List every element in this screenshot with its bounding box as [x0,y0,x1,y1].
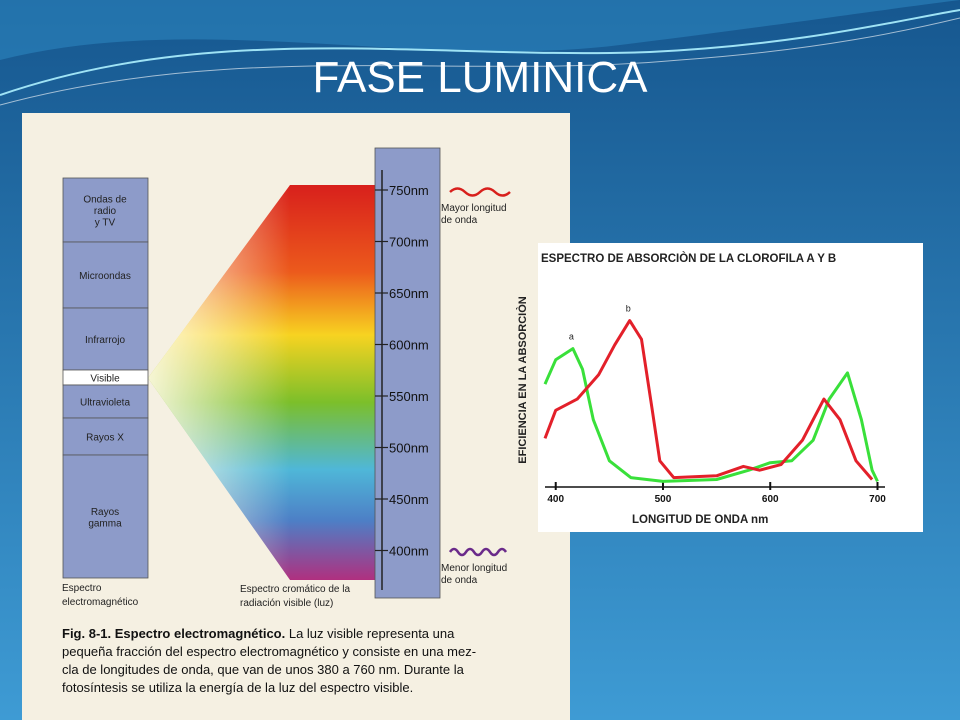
em-band [62,177,149,243]
caption-line: La luz visible representa una [285,626,455,641]
x-tick-label: 600 [762,494,779,505]
em-band-label: Microondas [79,271,131,282]
nm-label: 550nm [389,389,429,404]
y-axis-label: EFICIENCIA EN LA ABSORCIÒN [516,296,529,464]
nm-label: 600nm [389,338,429,353]
long-wave-icon [449,187,511,197]
visible-caption: Espectro cromático de la [240,584,350,595]
em-band [62,241,149,309]
em-band [62,307,149,371]
em-caption: electromagnético [62,597,139,608]
x-tick-label: 500 [655,494,672,505]
nm-label: 650nm [389,286,429,301]
nm-label: 500nm [389,441,429,456]
visible-spectrum [290,185,375,580]
nm-label: 750nm [389,183,429,198]
em-band [62,454,149,579]
wave-line [0,9,960,96]
x-tick-label: 700 [869,494,886,505]
caption-bold: Fig. 8-1. Espectro electromagnético. [62,626,285,641]
short-wave-icon [448,547,508,557]
series-label: b [626,304,631,314]
em-band-label: y TV [95,218,116,229]
wave [0,0,960,60]
em-band-label: radio [94,206,117,217]
x-axis-label: LONGITUD DE ONDA nm [632,514,768,526]
chart-title: ESPECTRO DE ABSORCIÒN DE LA CLOROFILA A … [541,252,836,265]
em-band-label: Visible [90,374,120,385]
caption-line: cla de longitudes de onda, que van de un… [62,662,465,677]
absorption-line [543,347,879,483]
em-caption: Espectro [62,583,102,594]
em-band [62,417,149,456]
x-tick-label: 400 [547,494,564,505]
em-band-label: Ultravioleta [80,398,130,409]
short-wave-label: de onda [441,575,478,586]
figure-caption: Fig. 8-1. Espectro electromagnético. La … [62,626,476,695]
slide-title: FASE LUMINICA [313,53,649,102]
em-band [62,384,149,419]
visible-caption: radiación visible (luz) [240,598,333,609]
em-band-label: Infrarrojo [85,335,125,346]
absorption-panel: ESPECTRO DE ABSORCIÒN DE LA CLOROFILA A … [516,243,923,532]
long-wave-label: de onda [441,215,478,226]
short-wave-label: Menor longitud [441,563,507,574]
nm-label: 700nm [389,235,429,250]
long-wave-label: Mayor longitud [441,203,507,214]
absorption-line [543,319,874,481]
nm-label: 400nm [389,544,429,559]
caption-line: fotosíntesis se utiliza la energía de la… [62,680,413,695]
chart-bg [538,243,923,532]
caption-line: pequeña fracción del espectro electromag… [62,644,476,659]
nm-scale [374,147,441,599]
em-band-label: gamma [88,518,122,529]
wave-line [0,17,960,106]
light-fan-fade [148,185,290,580]
em-band-label: Rayos X [86,433,124,444]
nm-label: 450nm [389,492,429,507]
em-band-label: Ondas de [83,195,127,206]
series-label: a [569,332,574,342]
em-band-label: Rayos [91,507,119,518]
